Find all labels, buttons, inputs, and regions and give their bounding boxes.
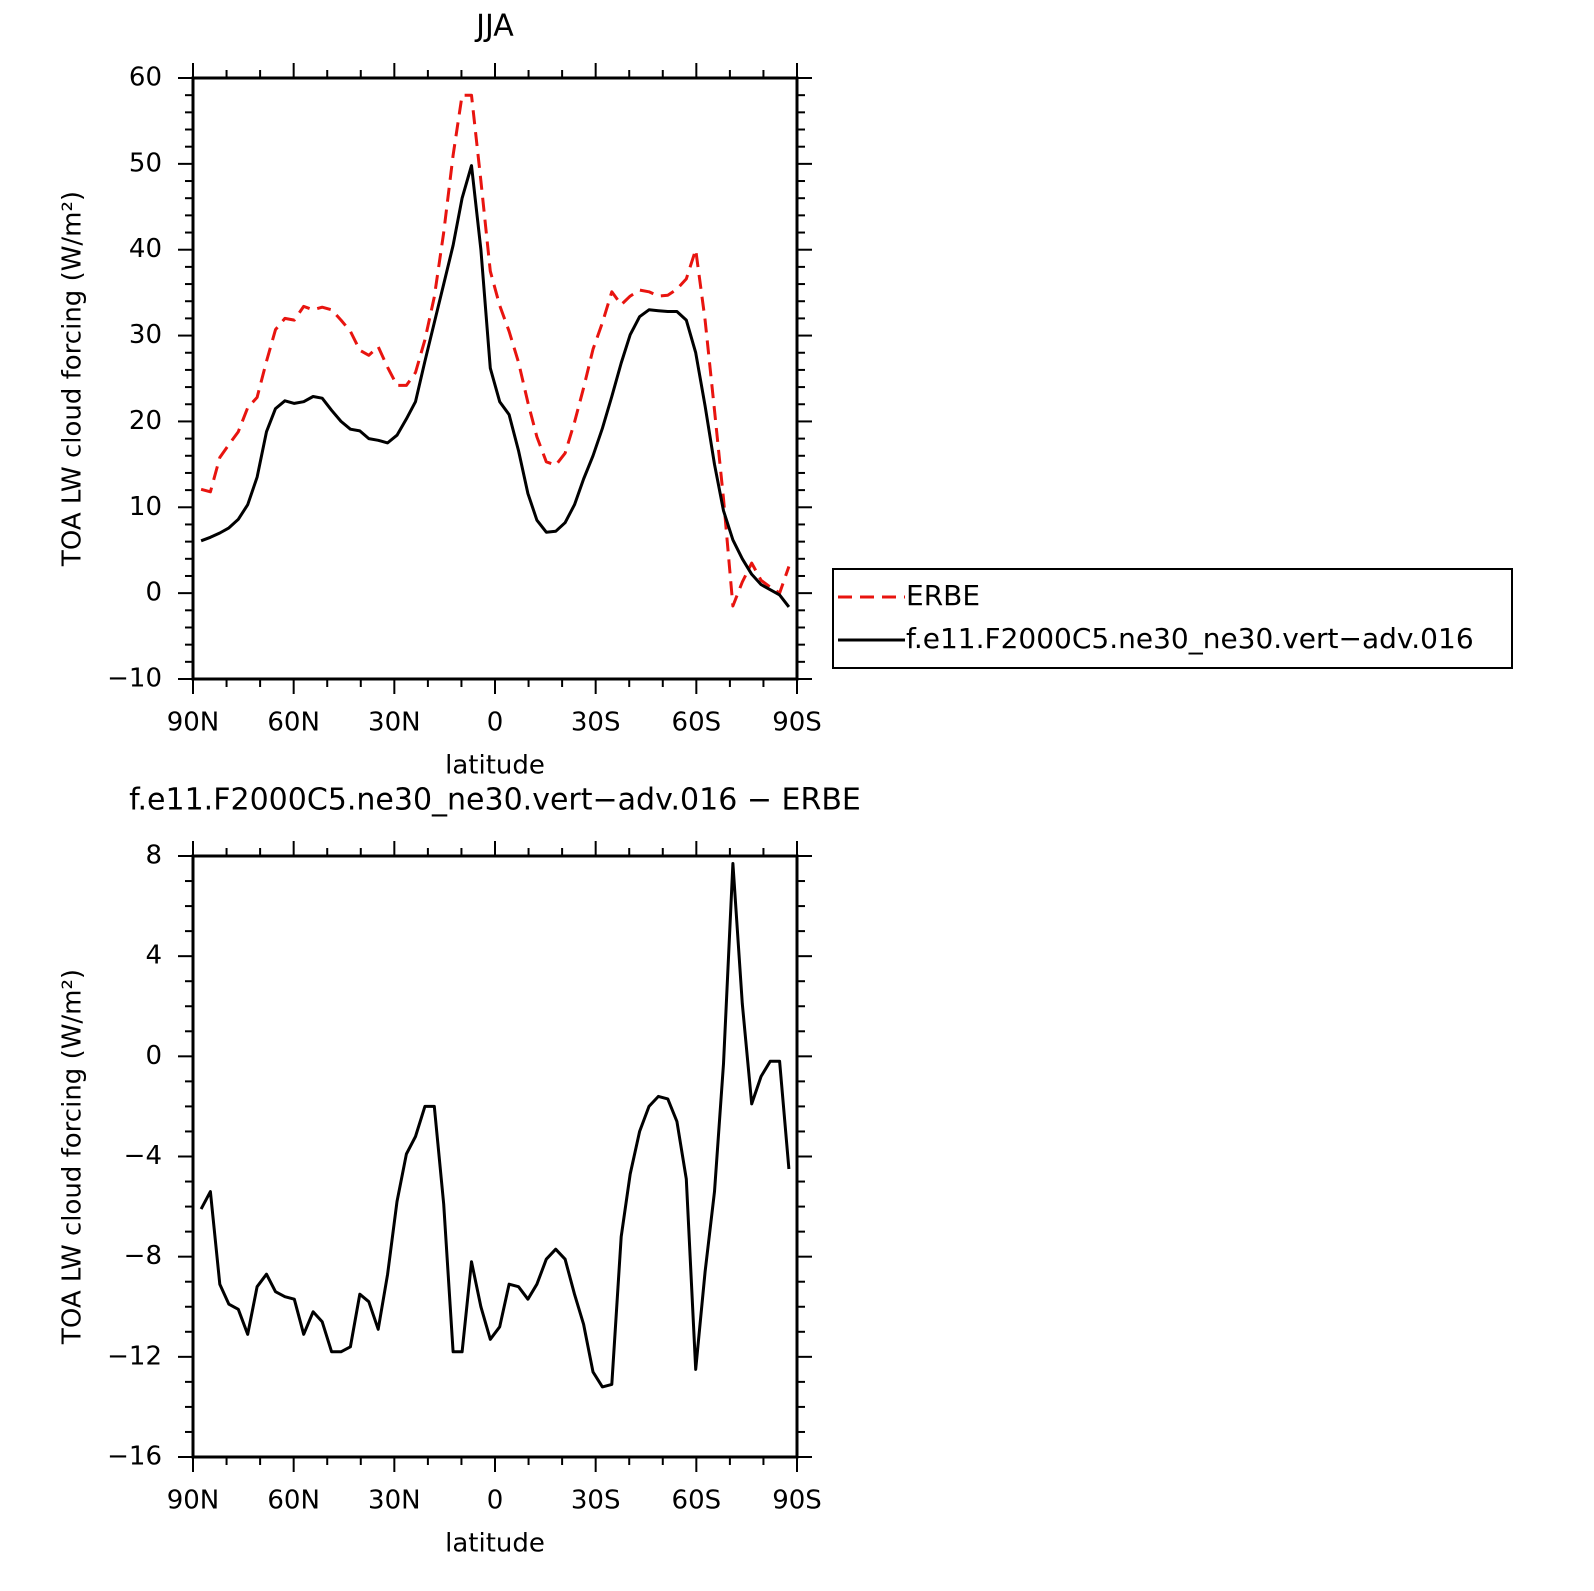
x-tick-label: 60N <box>267 1486 320 1516</box>
y-tick-label: −16 <box>107 1442 162 1472</box>
x-tick-label: 30S <box>571 708 621 738</box>
y-tick-label: 60 <box>129 63 162 93</box>
y-tick-label: −4 <box>124 1141 162 1171</box>
line <box>200 93 791 608</box>
legend-label: f.e11.F2000C5.ne30_ne30.vert−adv.016 <box>906 622 1474 655</box>
x-axis-label: latitude <box>445 751 545 781</box>
x-tick-label: 60S <box>672 708 722 738</box>
x-tick-label: 0 <box>487 1486 504 1516</box>
y-tick-label: 0 <box>145 1041 162 1071</box>
y-tick-label: −10 <box>107 664 162 694</box>
y-axis-label: TOA LW cloud forcing (W/m²) <box>58 969 88 1345</box>
y-tick-label: 40 <box>129 234 162 264</box>
x-tick-label: 90S <box>772 1486 822 1516</box>
y-tick-label: 4 <box>145 941 162 971</box>
x-axis-label: latitude <box>445 1529 545 1559</box>
y-tick-label: 50 <box>129 148 162 178</box>
x-tick-label: 60N <box>267 708 320 738</box>
x-tick-label: 90S <box>772 708 822 738</box>
line <box>200 164 791 608</box>
y-axis-label: TOA LW cloud forcing (W/m²) <box>58 191 88 567</box>
x-tick-label: 60S <box>672 1486 722 1516</box>
x-tick-label: 30S <box>571 1486 621 1516</box>
chart-title: JJA <box>474 9 514 44</box>
x-tick-label: 90N <box>167 1486 220 1516</box>
plot-frame <box>191 76 799 681</box>
legend-label: ERBE <box>906 579 980 612</box>
y-tick-label: −12 <box>107 1341 162 1371</box>
chart-title: f.e11.F2000C5.ne30_ne30.vert−adv.016 − E… <box>129 783 861 818</box>
plot-frame <box>191 854 799 1459</box>
y-tick-label: 30 <box>129 320 162 350</box>
line <box>199 862 791 1389</box>
y-tick-label: 8 <box>145 841 162 871</box>
y-tick-label: 10 <box>129 492 162 522</box>
y-tick-label: 0 <box>145 578 162 608</box>
legend: ERBE f.e11.F2000C5.ne30_ne30.vert−adv.016 <box>832 568 1513 669</box>
x-tick-label: 30N <box>368 708 421 738</box>
x-tick-label: 30N <box>368 1486 421 1516</box>
legend-box <box>832 568 1513 669</box>
y-tick-label: −8 <box>124 1241 162 1271</box>
x-tick-label: 0 <box>487 708 504 738</box>
x-tick-label: 90N <box>167 708 220 738</box>
y-tick-label: 20 <box>129 406 162 436</box>
